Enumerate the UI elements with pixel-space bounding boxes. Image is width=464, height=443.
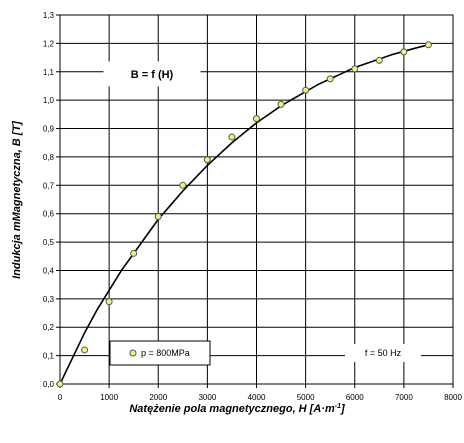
y-tick-label: 0,3 bbox=[43, 295, 55, 304]
x-tick-label: 4000 bbox=[248, 393, 266, 402]
frequency-label: f = 50 Hz bbox=[365, 348, 402, 358]
y-axis-ticks: 0,0 0,1 0,2 0,3 0,4 0,5 0,6 0,7 0,8 0,9 1,0 1,1 1,2 1… bbox=[43, 11, 55, 389]
data-point bbox=[375, 56, 383, 64]
y-axis-title: Indukcja mMagnetyczna, B [T] bbox=[11, 121, 23, 279]
y-tick-label: 0,5 bbox=[43, 238, 55, 247]
data-point bbox=[154, 213, 162, 221]
y-tick-label: 0,9 bbox=[43, 125, 55, 134]
data-point bbox=[400, 48, 408, 56]
data-point bbox=[105, 298, 113, 306]
data-point bbox=[228, 133, 236, 141]
data-point bbox=[203, 156, 211, 164]
data-point bbox=[351, 65, 359, 73]
x-axis-ticks: 0 1000 2000 3000 4000 5000 6000 7000 8000 bbox=[58, 393, 463, 402]
x-axis-title: Natężenie pola magnetycznego, H [A·m-1] bbox=[129, 403, 345, 415]
y-tick-label: 0,2 bbox=[43, 323, 55, 332]
x-tick-label: 3000 bbox=[198, 393, 216, 402]
equation-box-frame bbox=[103, 61, 201, 87]
x-tick-label: 1000 bbox=[100, 393, 118, 402]
data-points bbox=[56, 41, 432, 388]
data-point bbox=[81, 346, 89, 354]
equation-label: B = f (H) bbox=[131, 69, 174, 81]
x-tick-label: 6000 bbox=[346, 393, 364, 402]
x-tick-label: 2000 bbox=[149, 393, 167, 402]
legend-label: p = 800MPa bbox=[141, 348, 190, 358]
y-tick-label: 1,3 bbox=[43, 11, 55, 20]
data-point bbox=[56, 380, 64, 388]
x-tick-label: 0 bbox=[58, 393, 63, 402]
y-tick-label: 0,1 bbox=[43, 352, 55, 361]
x-axis-title-end: ] bbox=[340, 403, 345, 415]
x-tick-label: 8000 bbox=[444, 393, 462, 402]
x-axis-title-main: Natężenie pola magnetycznego, H [A·m bbox=[129, 403, 335, 415]
equation-box: B = f (H) bbox=[103, 61, 201, 87]
y-tick-label: 0,8 bbox=[43, 153, 55, 162]
data-point bbox=[253, 115, 260, 123]
data-point bbox=[179, 181, 187, 189]
x-tick-label: 5000 bbox=[297, 393, 315, 402]
x-axis-title-sup: -1 bbox=[335, 403, 341, 410]
y-tick-label: 0,6 bbox=[43, 210, 55, 219]
data-point bbox=[302, 86, 310, 94]
data-point bbox=[424, 41, 432, 49]
y-tick-label: 1,1 bbox=[43, 68, 55, 77]
y-tick-label: 1,2 bbox=[43, 39, 55, 48]
y-tick-label: 0,7 bbox=[43, 181, 55, 190]
x-tick-label: 7000 bbox=[395, 393, 413, 402]
data-point bbox=[130, 249, 138, 257]
frequency-box-frame bbox=[345, 344, 421, 362]
legend-marker bbox=[129, 349, 137, 357]
data-point bbox=[326, 75, 334, 83]
y-tick-label: 0,4 bbox=[43, 266, 55, 275]
legend-frame bbox=[109, 340, 211, 366]
fit-curve bbox=[59, 44, 429, 385]
y-tick-label: 0,0 bbox=[43, 380, 55, 389]
legend: p = 800MPa bbox=[109, 340, 211, 366]
data-point bbox=[277, 100, 285, 108]
frequency-box: f = 50 Hz bbox=[345, 344, 421, 362]
y-tick-label: 1,0 bbox=[43, 96, 55, 105]
